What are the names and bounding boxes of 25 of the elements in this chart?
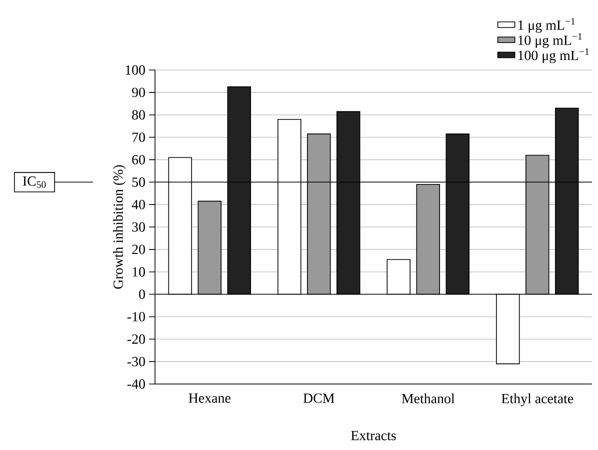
y-tick-label: 0	[139, 290, 145, 299]
y-tick-label: 20	[132, 244, 145, 254]
y-axis-title: Growth inhibition (%)	[113, 165, 126, 289]
y-tick-label: 70	[132, 132, 145, 142]
y-tick-label: -10	[127, 312, 145, 322]
x-tick-label: Methanol	[402, 393, 455, 404]
legend-label: 1 μg mL$^{−1}$	[518, 18, 575, 33]
y-tick-label: -40	[127, 379, 145, 389]
legend-label: 10 μg mL$^{−1}$	[518, 33, 582, 48]
y-tick-label: 100	[126, 65, 145, 75]
x-tick-label: DCM	[303, 394, 334, 403]
y-tick-label: 10	[132, 267, 145, 277]
y-tick-label: -20	[127, 334, 145, 344]
y-tick-label: -30	[127, 356, 145, 366]
y-tick-label: 40	[132, 200, 145, 210]
legend-label: 100 μg mL$^{−1}$	[518, 48, 589, 64]
y-tick-label: 30	[132, 222, 145, 232]
x-axis-title: Extracts	[351, 430, 396, 440]
y-tick-label: 50	[132, 177, 145, 187]
y-tick-label: 80	[132, 110, 145, 120]
y-tick-label: 90	[132, 88, 145, 98]
x-tick-label: Hexane	[188, 393, 230, 403]
x-tick-label: Ethyl acetate	[502, 393, 574, 406]
y-tick-label: 60	[132, 155, 145, 164]
ref-line-label: IC$_{50}$	[22, 176, 46, 188]
